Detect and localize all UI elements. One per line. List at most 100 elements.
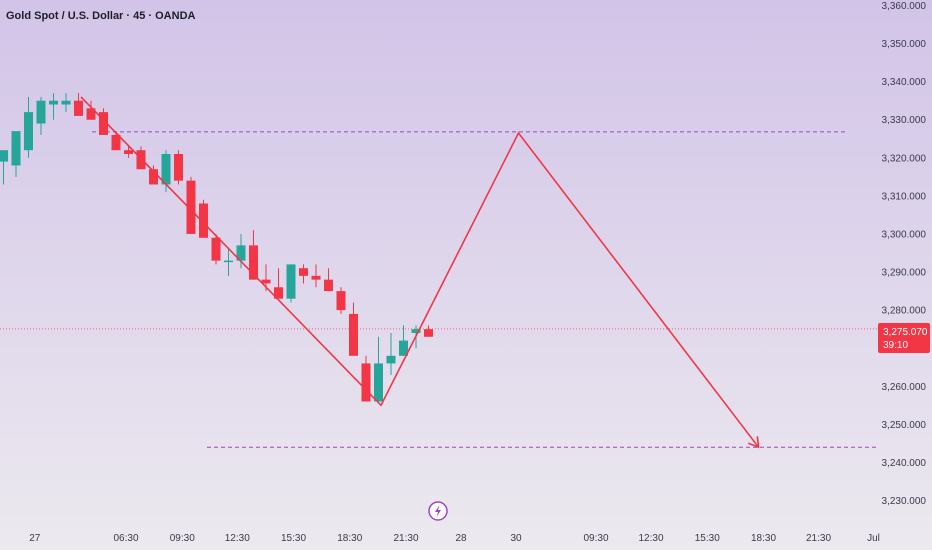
candle-body xyxy=(0,150,8,162)
candle-body xyxy=(411,329,421,333)
candle-body xyxy=(199,203,208,238)
candle xyxy=(11,131,21,177)
candle xyxy=(0,150,8,185)
x-tick-label: 30 xyxy=(510,533,522,544)
candle xyxy=(36,96,46,135)
candle xyxy=(49,93,58,120)
candle xyxy=(61,93,71,113)
candle xyxy=(111,131,121,151)
x-tick-label: 18:30 xyxy=(751,533,776,544)
x-tick-label: 18:30 xyxy=(337,533,362,544)
candle-body xyxy=(399,340,408,356)
x-tick-label: Jul xyxy=(867,533,880,544)
x-tick-label: 12:30 xyxy=(225,533,250,544)
x-tick-label: 21:30 xyxy=(806,533,831,544)
y-tick-label: 3,300.000 xyxy=(882,229,927,240)
candle xyxy=(374,336,383,402)
x-tick-label: 12:30 xyxy=(638,533,663,544)
candle xyxy=(149,165,158,185)
candle-body xyxy=(224,260,233,263)
candle-body xyxy=(336,291,346,311)
candle-body xyxy=(86,108,96,120)
candle-body xyxy=(11,131,21,166)
candle-body xyxy=(99,112,108,135)
candle xyxy=(124,146,133,158)
x-tick-label: 06:30 xyxy=(113,533,138,544)
candle-body xyxy=(49,100,58,105)
candle xyxy=(99,108,108,135)
candle xyxy=(274,268,283,299)
candle-body xyxy=(74,100,83,116)
candle-body xyxy=(349,313,358,356)
projection-path xyxy=(80,96,760,449)
candles xyxy=(0,93,433,402)
x-tick-label: 15:30 xyxy=(281,533,306,544)
candle-body xyxy=(149,169,158,185)
candle-body xyxy=(261,279,271,284)
y-tick-label: 3,320.000 xyxy=(882,153,927,164)
x-tick-label: 27 xyxy=(29,533,41,544)
last-price-badge xyxy=(878,323,930,353)
candle xyxy=(249,230,258,280)
candle-body xyxy=(274,287,283,299)
x-tick-label: 28 xyxy=(455,533,467,544)
candle-body xyxy=(311,275,321,280)
y-tick-label: 3,350.000 xyxy=(882,39,927,50)
candle xyxy=(186,176,196,234)
projection-line xyxy=(80,96,760,448)
candle xyxy=(311,264,321,288)
candle xyxy=(24,96,33,158)
y-tick-label: 3,250.000 xyxy=(882,420,927,431)
candle-body xyxy=(324,279,333,292)
lightning-bolt-icon[interactable] xyxy=(428,501,448,521)
y-tick-label: 3,340.000 xyxy=(882,77,927,88)
candle xyxy=(286,264,296,303)
candle-body xyxy=(211,237,221,261)
candle-body xyxy=(361,363,371,402)
candle-body xyxy=(424,329,433,337)
candle-body xyxy=(374,363,383,402)
y-tick-label: 3,240.000 xyxy=(882,458,927,469)
candle-body xyxy=(61,100,71,105)
countdown-label: 39:10 xyxy=(883,340,908,351)
candle-body xyxy=(24,112,33,151)
candle xyxy=(424,325,433,337)
y-tick-label: 3,290.000 xyxy=(882,268,927,279)
candle-body xyxy=(186,180,196,234)
time-axis[interactable]: 27 06:30 09:30 12:30 15:30 18:30 21:30 28 30 09:3… xyxy=(29,533,880,544)
y-tick-label: 3,260.000 xyxy=(882,382,927,393)
y-tick-label: 3,360.000 xyxy=(882,1,927,12)
candle xyxy=(324,268,333,292)
candle xyxy=(211,233,221,265)
candle-body xyxy=(124,150,133,154)
candle-body xyxy=(236,245,246,261)
candle xyxy=(336,287,346,314)
candle xyxy=(174,150,183,185)
x-tick-label: 15:30 xyxy=(695,533,720,544)
last-price-tag: 3,275.070 39:10 xyxy=(878,323,930,353)
x-tick-label: 09:30 xyxy=(170,533,195,544)
chart-title: Gold Spot / U.S. Dollar · 45 · OANDA xyxy=(6,10,196,22)
candle-body xyxy=(299,268,308,276)
candle xyxy=(361,355,371,402)
candle xyxy=(224,249,233,276)
candle xyxy=(399,325,408,356)
projection-arrowhead xyxy=(747,436,760,449)
candle xyxy=(349,302,358,356)
x-tick-label: 09:30 xyxy=(583,533,608,544)
price-axis[interactable]: 3,230.000 3,240.000 3,250.000 3,260.000 3,27… xyxy=(882,1,927,507)
candle xyxy=(74,93,83,116)
candle-body xyxy=(386,355,396,364)
candle xyxy=(299,264,308,284)
candle-body xyxy=(249,245,258,280)
candle-body xyxy=(161,154,171,185)
level-lines xyxy=(0,131,878,448)
candle-body xyxy=(174,154,183,181)
candle xyxy=(386,332,396,375)
y-tick-label: 3,280.000 xyxy=(882,306,927,317)
candle-body xyxy=(111,134,121,151)
candle xyxy=(86,100,96,120)
y-tick-label: 3,330.000 xyxy=(882,115,927,126)
